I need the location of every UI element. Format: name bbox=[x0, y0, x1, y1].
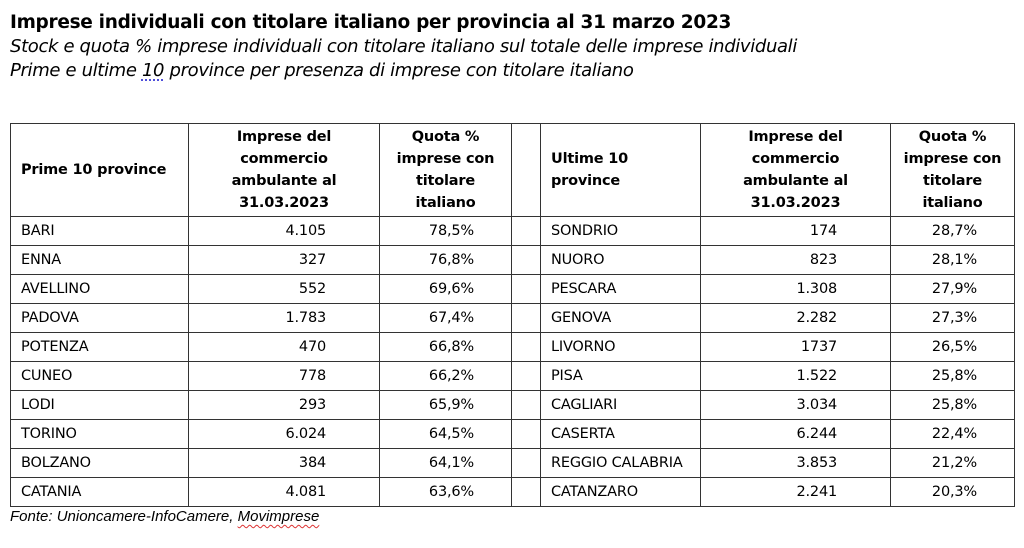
header-bottom-imprese: Imprese del commercio ambulante al 31.03… bbox=[700, 123, 891, 217]
bottom-quota-cell: 28,7% bbox=[890, 216, 1015, 246]
page-title: Imprese individuali con titolare italian… bbox=[10, 12, 732, 33]
bottom-province-cell: CASERTA bbox=[540, 419, 701, 449]
top-imprese-cell: 6.024 bbox=[188, 419, 380, 449]
header-spacer bbox=[511, 123, 541, 217]
top-province-cell: TORINO bbox=[10, 419, 189, 449]
table-row: AVELLINO 552 69,6% PESCARA 1.308 27,9% bbox=[10, 274, 1015, 304]
bottom-province-cell: SONDRIO bbox=[540, 216, 701, 246]
top-quota-cell: 66,2% bbox=[379, 361, 512, 391]
bottom-imprese-cell: 823 bbox=[700, 245, 891, 275]
top-imprese-cell: 552 bbox=[188, 274, 380, 304]
bottom-imprese-cell: 1.522 bbox=[700, 361, 891, 391]
bottom-imprese-cell: 2.282 bbox=[700, 303, 891, 333]
table-row: CUNEO 778 66,2% PISA 1.522 25,8% bbox=[10, 361, 1015, 391]
source-note: Fonte: Unioncamere-InfoCamere, Movimpres… bbox=[10, 507, 319, 527]
top-imprese-cell: 778 bbox=[188, 361, 380, 391]
bottom-quota-cell: 25,8% bbox=[890, 361, 1015, 391]
top-quota-cell: 67,4% bbox=[379, 303, 512, 333]
bottom-province-cell: LIVORNO bbox=[540, 332, 701, 362]
top-province-cell: BARI bbox=[10, 216, 189, 246]
subtitle-number-grammar-flag: 10 bbox=[141, 60, 165, 81]
header-top-province: Prime 10 province bbox=[10, 123, 189, 217]
subtitle-line-2-after: province per presenza di imprese con tit… bbox=[164, 60, 634, 81]
subtitle-line-2: Prime e ultime 10 province per presenza … bbox=[10, 59, 797, 83]
bottom-province-cell: REGGIO CALABRIA bbox=[540, 448, 701, 478]
bottom-province-cell: CAGLIARI bbox=[540, 390, 701, 420]
top-quota-cell: 66,8% bbox=[379, 332, 512, 362]
bottom-imprese-cell: 1737 bbox=[700, 332, 891, 362]
top-imprese-cell: 1.783 bbox=[188, 303, 380, 333]
top-quota-cell: 76,8% bbox=[379, 245, 512, 275]
spacer-cell bbox=[511, 216, 541, 246]
top-quota-cell: 64,5% bbox=[379, 419, 512, 449]
top-imprese-cell: 384 bbox=[188, 448, 380, 478]
header-bottom-province: Ultime 10 province bbox=[540, 123, 701, 217]
bottom-quota-cell: 27,9% bbox=[890, 274, 1015, 304]
bottom-quota-cell: 25,8% bbox=[890, 390, 1015, 420]
subtitle-line-1: Stock e quota % imprese individuali con … bbox=[10, 36, 797, 57]
bottom-quota-cell: 28,1% bbox=[890, 245, 1015, 275]
top-province-cell: LODI bbox=[10, 390, 189, 420]
bottom-province-cell: CATANZARO bbox=[540, 477, 701, 507]
top-quota-cell: 69,6% bbox=[379, 274, 512, 304]
spacer-cell bbox=[511, 390, 541, 420]
top-imprese-cell: 470 bbox=[188, 332, 380, 362]
bottom-quota-cell: 21,2% bbox=[890, 448, 1015, 478]
table-header-row: Prime 10 province Imprese del commercio … bbox=[10, 123, 1015, 217]
top-quota-cell: 63,6% bbox=[379, 477, 512, 507]
header-bottom-quota: Quota % imprese con titolare italiano bbox=[890, 123, 1015, 217]
source-highlighted: Movimprese bbox=[237, 508, 320, 525]
bottom-imprese-cell: 2.241 bbox=[700, 477, 891, 507]
table-row: TORINO 6.024 64,5% CASERTA 6.244 22,4% bbox=[10, 419, 1015, 449]
top-province-cell: AVELLINO bbox=[10, 274, 189, 304]
top-province-cell: PADOVA bbox=[10, 303, 189, 333]
title-block: Imprese individuali con titolare italian… bbox=[10, 10, 797, 83]
top-province-cell: POTENZA bbox=[10, 332, 189, 362]
table-row: CATANIA 4.081 63,6% CATANZARO 2.241 20,3% bbox=[10, 477, 1015, 507]
bottom-imprese-cell: 174 bbox=[700, 216, 891, 246]
bottom-province-cell: NUORO bbox=[540, 245, 701, 275]
spacer-cell bbox=[511, 245, 541, 275]
top-province-cell: CATANIA bbox=[10, 477, 189, 507]
top-province-cell: CUNEO bbox=[10, 361, 189, 391]
spacer-cell bbox=[511, 448, 541, 478]
spacer-cell bbox=[511, 303, 541, 333]
top-imprese-cell: 4.081 bbox=[188, 477, 380, 507]
bottom-imprese-cell: 6.244 bbox=[700, 419, 891, 449]
top-imprese-cell: 4.105 bbox=[188, 216, 380, 246]
source-prefix: Fonte: Unioncamere-InfoCamere, bbox=[10, 508, 238, 525]
spacer-cell bbox=[511, 332, 541, 362]
top-quota-cell: 65,9% bbox=[379, 390, 512, 420]
bottom-province-cell: GENOVA bbox=[540, 303, 701, 333]
bottom-quota-cell: 22,4% bbox=[890, 419, 1015, 449]
subtitle-line-2-before: Prime e ultime bbox=[10, 60, 142, 81]
top-province-cell: ENNA bbox=[10, 245, 189, 275]
top-quota-cell: 64,1% bbox=[379, 448, 512, 478]
spacer-cell bbox=[511, 361, 541, 391]
bottom-imprese-cell: 3.853 bbox=[700, 448, 891, 478]
table-row: LODI 293 65,9% CAGLIARI 3.034 25,8% bbox=[10, 390, 1015, 420]
bottom-imprese-cell: 1.308 bbox=[700, 274, 891, 304]
table-row: BARI 4.105 78,5% SONDRIO 174 28,7% bbox=[10, 216, 1015, 246]
bottom-imprese-cell: 3.034 bbox=[700, 390, 891, 420]
top-quota-cell: 78,5% bbox=[379, 216, 512, 246]
bottom-province-cell: PESCARA bbox=[540, 274, 701, 304]
table-row: POTENZA 470 66,8% LIVORNO 1737 26,5% bbox=[10, 332, 1015, 362]
bottom-quota-cell: 27,3% bbox=[890, 303, 1015, 333]
province-table: Prime 10 province Imprese del commercio … bbox=[10, 123, 1015, 507]
table-row: ENNA 327 76,8% NUORO 823 28,1% bbox=[10, 245, 1015, 275]
spacer-cell bbox=[511, 419, 541, 449]
top-imprese-cell: 327 bbox=[188, 245, 380, 275]
spacer-cell bbox=[511, 274, 541, 304]
header-top-imprese: Imprese del commercio ambulante al 31.03… bbox=[188, 123, 380, 217]
bottom-province-cell: PISA bbox=[540, 361, 701, 391]
top-imprese-cell: 293 bbox=[188, 390, 380, 420]
spacer-cell bbox=[511, 477, 541, 507]
header-top-quota: Quota % imprese con titolare italiano bbox=[379, 123, 512, 217]
bottom-quota-cell: 20,3% bbox=[890, 477, 1015, 507]
top-province-cell: BOLZANO bbox=[10, 448, 189, 478]
bottom-quota-cell: 26,5% bbox=[890, 332, 1015, 362]
table-row: PADOVA 1.783 67,4% GENOVA 2.282 27,3% bbox=[10, 303, 1015, 333]
table-row: BOLZANO 384 64,1% REGGIO CALABRIA 3.853 21,2% bbox=[10, 448, 1015, 478]
